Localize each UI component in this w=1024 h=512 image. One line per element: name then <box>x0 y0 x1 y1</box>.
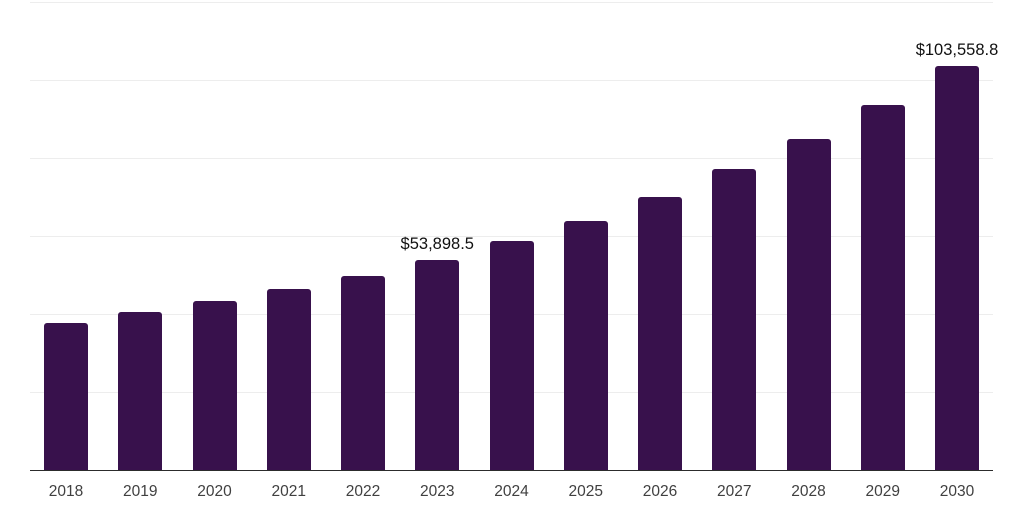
x-tick-label-2020: 2020 <box>197 483 232 500</box>
bar-2027 <box>712 169 757 470</box>
x-tick-label-2021: 2021 <box>271 483 306 500</box>
bar-2020 <box>192 300 237 470</box>
x-tick-label-2028: 2028 <box>791 483 826 500</box>
bar-2030 <box>935 66 979 470</box>
x-tick-label-2029: 2029 <box>865 483 900 500</box>
gridline <box>30 235 993 237</box>
bar-2029 <box>860 105 905 470</box>
bar-2019 <box>118 312 163 470</box>
x-tick-label-2027: 2027 <box>717 483 752 500</box>
x-tick-label-2030: 2030 <box>939 483 975 500</box>
bar-2026 <box>638 196 682 470</box>
gridline <box>30 1 993 3</box>
gridline <box>30 79 993 81</box>
bar-2024 <box>489 240 534 470</box>
x-tick-label-2018: 2018 <box>48 483 84 500</box>
bar-2018 <box>44 322 88 470</box>
x-tick-label-2025: 2025 <box>568 483 603 500</box>
data-label-2030: $103,558.8 <box>915 41 999 60</box>
bar-2025 <box>563 220 608 470</box>
x-tick-label-2026: 2026 <box>642 483 678 500</box>
data-label-2023: $53,898.5 <box>400 234 474 253</box>
bar-2022 <box>341 275 385 470</box>
x-tick-label-2023: 2023 <box>420 483 455 500</box>
bar-2021 <box>266 288 311 470</box>
bar-2023 <box>415 259 460 470</box>
x-tick-label-2024: 2024 <box>494 483 529 500</box>
x-axis-line <box>30 469 993 471</box>
x-tick-label-2022: 2022 <box>345 483 381 500</box>
x-tick-label-2019: 2019 <box>123 483 158 500</box>
bar-2028 <box>786 139 831 470</box>
gridline <box>30 157 993 159</box>
